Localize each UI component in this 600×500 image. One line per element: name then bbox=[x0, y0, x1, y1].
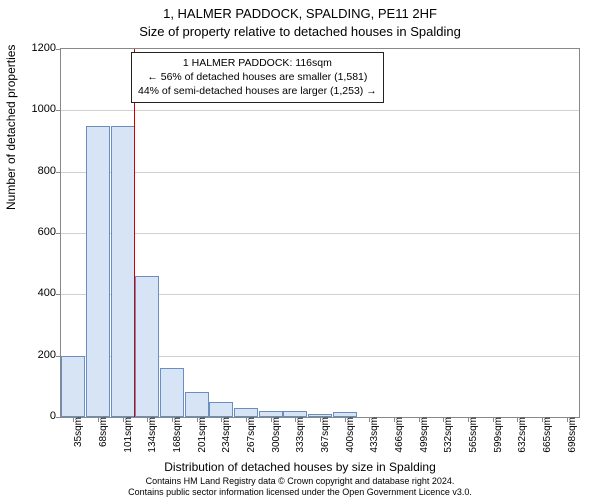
x-tick-label: 632sqm bbox=[517, 417, 523, 453]
grid-line bbox=[61, 110, 579, 111]
chart-root: 1, HALMER PADDOCK, SPALDING, PE11 2HF Si… bbox=[0, 0, 600, 500]
x-tick-label: 665sqm bbox=[542, 417, 548, 453]
x-tick-label: 565sqm bbox=[468, 417, 474, 453]
y-tick-mark bbox=[56, 294, 61, 295]
x-tick-label: 68sqm bbox=[98, 417, 104, 447]
histogram-bar bbox=[86, 126, 110, 417]
y-tick-label: 600 bbox=[16, 226, 56, 238]
y-tick-label: 200 bbox=[16, 349, 56, 361]
x-tick-label: 168sqm bbox=[172, 417, 178, 453]
y-tick-label: 0 bbox=[16, 410, 56, 422]
y-tick-label: 1000 bbox=[16, 103, 56, 115]
x-axis-label: Distribution of detached houses by size … bbox=[0, 460, 600, 474]
histogram-bar bbox=[135, 276, 159, 417]
histogram-bar bbox=[209, 402, 233, 417]
y-tick-mark bbox=[56, 233, 61, 234]
x-tick-label: 466sqm bbox=[394, 417, 400, 453]
x-tick-label: 201sqm bbox=[197, 417, 203, 453]
y-tick-mark bbox=[56, 172, 61, 173]
annotation-box: 1 HALMER PADDOCK: 116sqm ← 56% of detach… bbox=[131, 52, 384, 103]
property-marker-line bbox=[134, 49, 135, 417]
x-tick-label: 101sqm bbox=[123, 417, 129, 453]
x-tick-label: 400sqm bbox=[345, 417, 351, 453]
x-tick-label: 367sqm bbox=[320, 417, 326, 453]
grid-line bbox=[61, 233, 579, 234]
x-tick-label: 532sqm bbox=[443, 417, 449, 453]
annotation-line-2: ← 56% of detached houses are smaller (1,… bbox=[138, 70, 377, 84]
y-tick-label: 800 bbox=[16, 165, 56, 177]
histogram-bar bbox=[234, 408, 258, 417]
histogram-bar bbox=[160, 368, 184, 417]
annotation-line-1: 1 HALMER PADDOCK: 116sqm bbox=[138, 56, 377, 70]
x-tick-label: 698sqm bbox=[567, 417, 573, 453]
footnote: Contains HM Land Registry data © Crown c… bbox=[0, 476, 600, 498]
x-tick-label: 134sqm bbox=[147, 417, 153, 453]
footnote-line-1: Contains HM Land Registry data © Crown c… bbox=[146, 476, 455, 486]
plot-area: 35sqm68sqm101sqm134sqm168sqm201sqm234sqm… bbox=[60, 48, 580, 418]
y-tick-label: 400 bbox=[16, 287, 56, 299]
histogram-bar bbox=[111, 126, 135, 417]
footnote-line-2: Contains public sector information licen… bbox=[128, 487, 472, 497]
x-tick-label: 433sqm bbox=[369, 417, 375, 453]
x-tick-label: 300sqm bbox=[271, 417, 277, 453]
x-tick-label: 499sqm bbox=[419, 417, 425, 453]
x-tick-label: 267sqm bbox=[246, 417, 252, 453]
y-tick-mark bbox=[56, 417, 61, 418]
y-tick-label: 1200 bbox=[16, 42, 56, 54]
histogram-bar bbox=[61, 356, 85, 417]
chart-title-address: 1, HALMER PADDOCK, SPALDING, PE11 2HF bbox=[0, 6, 600, 21]
y-tick-mark bbox=[56, 49, 61, 50]
x-tick-label: 599sqm bbox=[493, 417, 499, 453]
histogram-bar bbox=[185, 392, 209, 417]
annotation-line-3: 44% of semi-detached houses are larger (… bbox=[138, 84, 377, 98]
x-tick-label: 234sqm bbox=[221, 417, 227, 453]
x-tick-label: 333sqm bbox=[295, 417, 301, 453]
grid-line bbox=[61, 172, 579, 173]
y-axis-label: Number of detached properties bbox=[4, 45, 18, 210]
y-tick-mark bbox=[56, 110, 61, 111]
x-tick-label: 35sqm bbox=[73, 417, 79, 447]
y-tick-mark bbox=[56, 356, 61, 357]
chart-title-description: Size of property relative to detached ho… bbox=[0, 24, 600, 39]
